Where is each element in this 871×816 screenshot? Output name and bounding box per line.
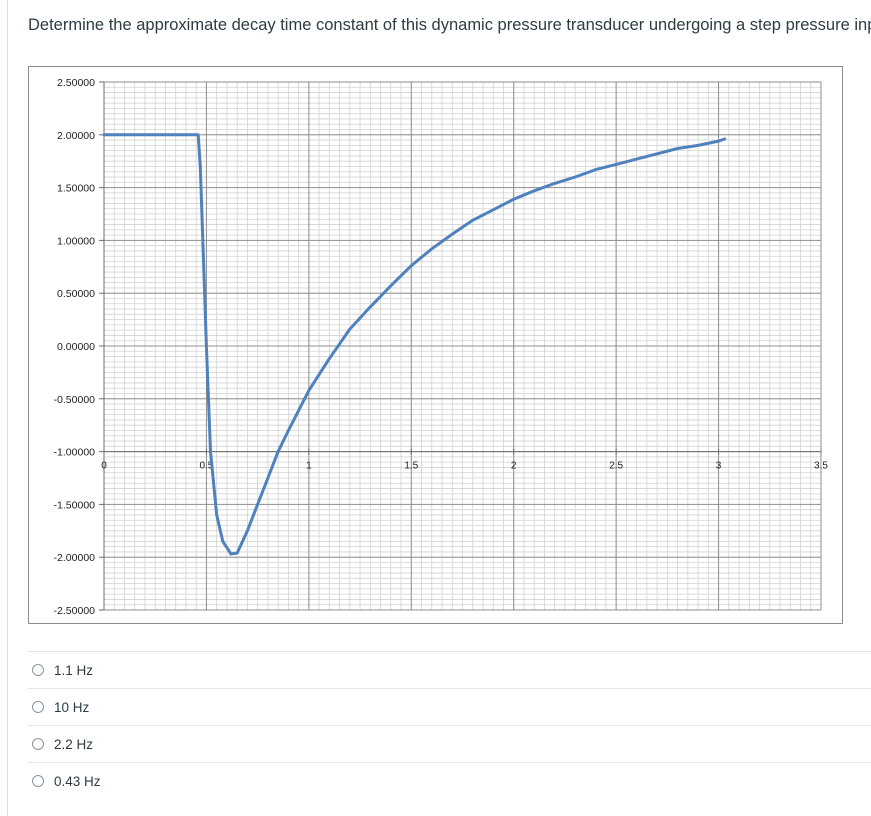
answer-label: 0.43 Hz xyxy=(54,773,101,789)
radio-button-icon[interactable] xyxy=(32,664,44,676)
x-tick-label: 1 xyxy=(306,461,312,472)
chart-area: 2.50000 2.00000 1.50000 1.00000 0.50000 0.000… xyxy=(28,66,843,624)
answer-option-1[interactable]: 1.1 Hz xyxy=(28,651,871,688)
y-tick-label: 0.00000 xyxy=(57,341,95,353)
y-tick-label: -0.50000 xyxy=(54,394,96,406)
radio-button-icon[interactable] xyxy=(32,775,44,787)
x-tick-label: 2 xyxy=(511,461,517,472)
answer-options: 1.1 Hz 10 Hz 2.2 Hz 0.43 Hz xyxy=(28,651,871,799)
y-tick-label: -1.00000 xyxy=(54,447,96,459)
y-tick-label: -1.50000 xyxy=(54,499,96,511)
y-tick-label: 2.50000 xyxy=(57,77,95,89)
series-line xyxy=(102,133,727,556)
answer-option-3[interactable]: 2.2 Hz xyxy=(28,725,871,762)
x-tick-label: 3.5 xyxy=(814,461,828,472)
x-tick-label: 2.5 xyxy=(609,461,623,472)
radio-button-icon[interactable] xyxy=(32,738,44,750)
x-tick-label: 1.5 xyxy=(404,461,418,472)
answer-label: 10 Hz xyxy=(54,699,90,715)
answer-option-4[interactable]: 0.43 Hz xyxy=(28,762,871,799)
y-tick-label: 2.00000 xyxy=(57,130,95,142)
y-tick-label: 1.00000 xyxy=(57,235,95,247)
content-left-border xyxy=(7,0,8,816)
x-tick-label: 0 xyxy=(101,461,107,472)
answer-option-2[interactable]: 10 Hz xyxy=(28,688,871,725)
x-tick-label: 0.5 xyxy=(199,461,213,472)
x-tick-label: 3 xyxy=(716,461,722,472)
y-tick-label: 0.50000 xyxy=(57,288,95,300)
answer-label: 2.2 Hz xyxy=(54,736,94,752)
answer-label: 1.1 Hz xyxy=(54,662,94,678)
radio-button-icon[interactable] xyxy=(32,701,44,713)
question-text: Determine the approximate decay time con… xyxy=(28,16,871,34)
y-tick-label: 1.50000 xyxy=(57,183,95,195)
y-tick-label: -2.50000 xyxy=(54,605,96,617)
y-tick-label: -2.00000 xyxy=(54,552,96,564)
step-response-chart: 2.50000 2.00000 1.50000 1.00000 0.50000 0.000… xyxy=(54,77,829,617)
